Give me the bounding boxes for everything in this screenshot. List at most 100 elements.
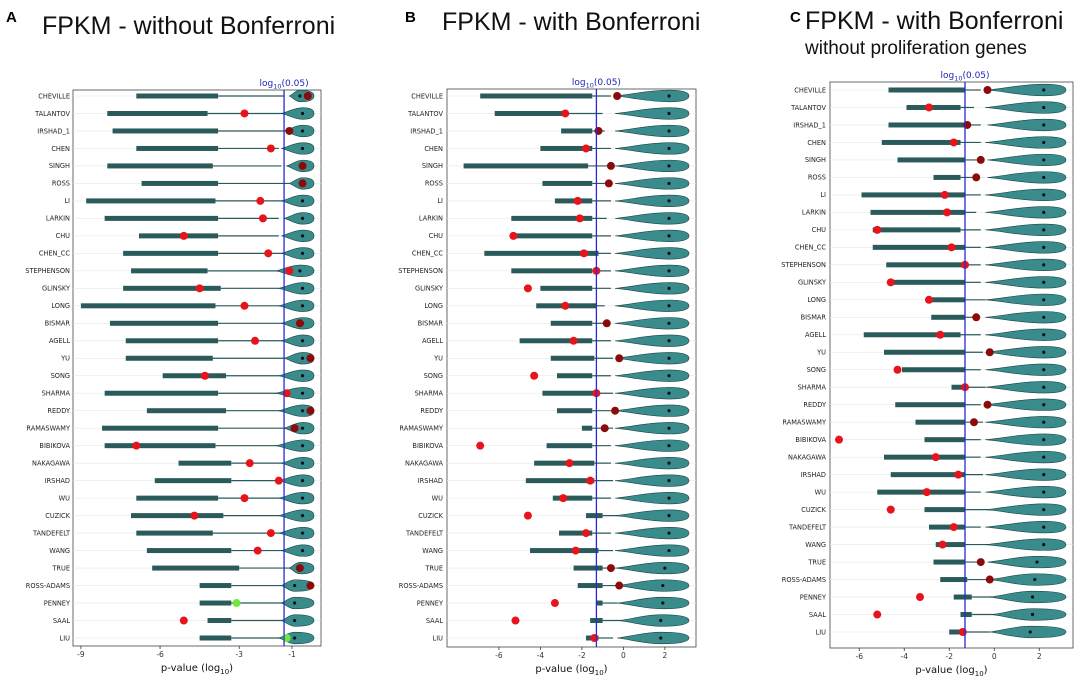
median-dot: [300, 496, 305, 500]
median-dot: [300, 444, 305, 448]
median-dot: [1042, 280, 1046, 284]
median-dot: [300, 216, 305, 220]
study-label: IRSHAD: [801, 471, 826, 479]
observed-point: [298, 161, 307, 170]
bar-whisker: [940, 577, 968, 583]
median-dot: [667, 304, 671, 308]
violin: [615, 229, 690, 242]
median-dot: [1042, 525, 1046, 529]
study-label: SHARMA: [42, 390, 71, 398]
median-dot: [667, 339, 671, 343]
observed-point: [611, 406, 620, 415]
median-dot: [300, 426, 305, 430]
violin: [615, 509, 690, 522]
study-label: LIU: [816, 628, 827, 636]
observed-point: [954, 470, 963, 479]
bar-whisker: [530, 548, 599, 554]
median-dot: [667, 234, 671, 238]
bar-whisker: [136, 530, 213, 536]
bar-whisker: [494, 110, 568, 116]
bar-whisker: [152, 565, 240, 571]
violin: [617, 596, 690, 610]
observed-point: [925, 295, 933, 304]
study-label: CHEVILLE: [411, 92, 443, 100]
violin: [615, 404, 690, 417]
study-label: CHEN: [51, 145, 70, 153]
study-label: CHEN_CC: [412, 250, 444, 258]
study-label: SONG: [51, 372, 70, 380]
study-label: PENNEY: [44, 599, 71, 607]
median-dot: [667, 356, 671, 360]
median-dot: [661, 583, 665, 588]
observed-point: [594, 126, 603, 135]
study-label: WANG: [49, 547, 70, 555]
violin: [985, 276, 1067, 289]
study-label: GLINSKY: [415, 285, 444, 293]
bar-whisker: [877, 489, 965, 495]
bar-whisker: [112, 128, 219, 134]
study-label: GLINSKY: [42, 285, 71, 293]
x-tick-label: -3: [235, 650, 243, 659]
panel-c: C FPKM - with Bonferroni without prolifera…: [781, 7, 1074, 677]
bar-whisker: [104, 215, 219, 221]
observed-point: [949, 523, 958, 532]
observed-point: [604, 179, 613, 188]
bar-whisker: [884, 454, 965, 460]
median-dot: [1042, 350, 1046, 354]
violin: [985, 258, 1067, 271]
violin: [991, 608, 1067, 621]
median-dot: [1042, 473, 1046, 477]
observed-point: [240, 494, 249, 503]
bar-whisker: [546, 443, 593, 449]
violin: [985, 346, 1067, 359]
study-label: BIBIKOVA: [39, 442, 70, 450]
violin: [615, 334, 690, 347]
x-tick-label: -2: [946, 652, 954, 661]
observed-point: [873, 610, 882, 619]
median-dot: [300, 479, 305, 483]
observed-point: [290, 424, 299, 433]
violin: [615, 282, 690, 295]
bar-whisker: [511, 233, 593, 239]
median-dot: [667, 548, 671, 553]
observed-point: [253, 546, 262, 555]
violin: [615, 526, 690, 540]
median-dot: [667, 409, 671, 413]
violin: [278, 299, 315, 312]
observed-point: [523, 284, 532, 293]
observed-point: [240, 301, 249, 310]
observed-point: [582, 144, 591, 153]
bar-whisker: [890, 279, 965, 285]
bar-whisker: [915, 419, 965, 425]
median-dot: [300, 339, 305, 343]
observed-point: [266, 529, 275, 538]
observed-point: [983, 86, 992, 94]
study-label: ROSS-ADAMS: [782, 576, 826, 584]
bar-whisker: [109, 320, 219, 326]
violin: [985, 206, 1067, 219]
bar-whisker: [863, 332, 961, 338]
bar-whisker: [511, 215, 593, 221]
observed-point: [190, 511, 199, 520]
median-dot: [661, 601, 665, 605]
study-label: LONG: [807, 296, 826, 304]
observed-point: [476, 441, 485, 450]
observed-point: [575, 214, 584, 223]
violin: [283, 212, 315, 225]
median-dot: [1042, 298, 1046, 302]
observed-point: [586, 476, 595, 485]
study-label: CUZICK: [45, 512, 70, 520]
observed-point: [835, 435, 843, 444]
violin: [985, 188, 1067, 202]
observed-point: [561, 109, 570, 118]
bar-whisker: [924, 507, 965, 513]
violin: [619, 614, 690, 627]
bar-whisker: [897, 157, 965, 163]
violin: [281, 142, 315, 155]
violin: [985, 223, 1067, 236]
violin: [283, 422, 315, 435]
study-label: TANDEFELT: [405, 529, 444, 537]
panel-b: B FPKM - with Bonferroni CHEVILLE TALANTOV I…: [398, 8, 700, 677]
bar-whisker: [573, 565, 603, 571]
median-dot: [667, 479, 671, 483]
